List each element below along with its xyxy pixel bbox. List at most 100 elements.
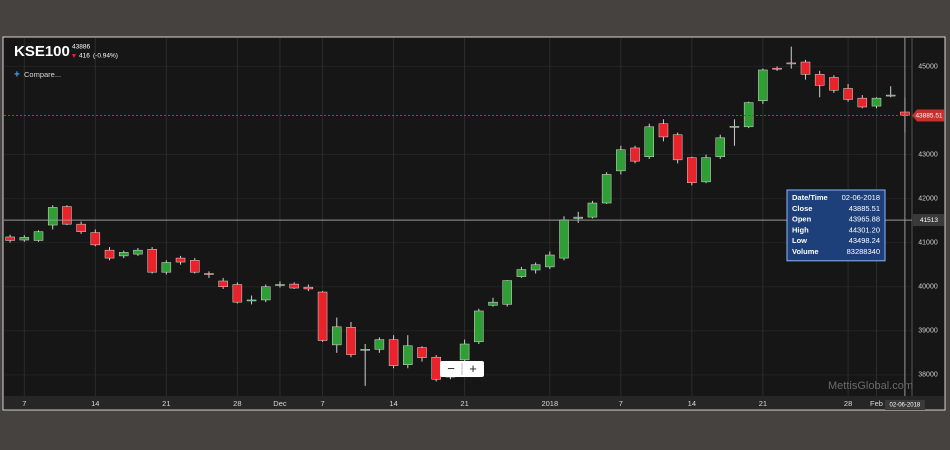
tooltip-value: 44301.20: [849, 225, 880, 234]
tooltip-value: 02-06-2018: [842, 193, 880, 202]
tooltip-value: 43885.51: [849, 204, 880, 213]
tooltip-label: Date/Time: [792, 193, 828, 202]
y-tick-label: 45000: [918, 63, 938, 70]
candle-body: [743, 102, 754, 128]
x-tick-label: 28: [233, 399, 241, 408]
candle-body: [616, 149, 626, 172]
candle-body: [19, 237, 30, 241]
candle-body: [729, 126, 740, 128]
candle-body: [204, 273, 214, 275]
compare-plus: +: [14, 70, 20, 81]
tooltip-label: High: [792, 225, 809, 234]
x-tick-label: 2018: [541, 399, 558, 408]
candle-body: [147, 249, 157, 273]
last-value: 43886: [72, 44, 90, 51]
candle-body: [786, 62, 797, 65]
candle-body: [104, 249, 115, 259]
candle-body: [715, 137, 726, 158]
y-tick-label: 43000: [918, 151, 938, 158]
crosshair-x-tag: [884, 400, 925, 410]
candle-body: [587, 202, 598, 218]
candle-body: [374, 339, 385, 350]
tooltip-value: 43965.88: [849, 215, 880, 224]
candle-body: [758, 69, 768, 102]
candle-body: [417, 347, 427, 358]
candle-body: [772, 67, 782, 70]
x-tick-label: 7: [619, 399, 623, 408]
compare-button[interactable]: Compare...: [24, 70, 61, 79]
y-tick-label: 42000: [918, 195, 938, 202]
overlay: 43885.51 41513 02-06-2018 Date/Time 02-06-20…: [4, 37, 944, 410]
zoom-out[interactable]: −: [447, 361, 455, 376]
candle-body: [47, 207, 58, 226]
crosshair-x-label: 02-06-2018: [890, 403, 921, 409]
candle-body: [658, 123, 669, 138]
candle-body: [687, 157, 697, 184]
candle-body: [275, 284, 285, 286]
current-price-label: 43885.51: [915, 112, 942, 119]
candle-body: [829, 77, 839, 91]
candle-body: [502, 280, 512, 305]
candle-body: [5, 236, 15, 241]
candle-body: [360, 349, 370, 351]
candle-body: [33, 231, 44, 241]
candle-body: [857, 97, 868, 108]
candle-body: [62, 206, 72, 225]
candle-body: [885, 94, 896, 97]
tooltip-label: Low: [792, 236, 807, 245]
candle-body: [672, 134, 683, 161]
candle-body: [388, 339, 399, 366]
candle-body: [289, 283, 299, 289]
y-tick-label: 41000: [918, 240, 938, 247]
x-tick-label: Feb: [870, 399, 883, 408]
down-arrow: [72, 54, 76, 58]
candle-body: [90, 232, 101, 246]
crosshair-y-label: 41513: [920, 217, 938, 224]
candle-body: [516, 269, 527, 277]
candle-body: [474, 310, 484, 343]
candle-body: [76, 223, 86, 232]
x-tick-label: 14: [389, 399, 397, 408]
candle-body: [601, 174, 612, 204]
grid: 38000 39000 40000 41000 42000 43000 45000 7 14 21…: [4, 37, 938, 408]
x-tick-label: Dec: [273, 399, 287, 408]
change: 416: [79, 53, 90, 60]
tooltip-value: 43498.24: [849, 236, 880, 245]
x-tick-label: 21: [162, 399, 170, 408]
crosshair-y-tag: [913, 214, 944, 227]
candle-body: [317, 291, 328, 341]
x-tick-label: 21: [460, 399, 468, 408]
candle-body: [545, 254, 555, 268]
zoom-in[interactable]: +: [469, 361, 477, 376]
x-tick-label: 14: [91, 399, 99, 408]
candle-body: [403, 345, 413, 365]
tooltip-label: Close: [792, 204, 812, 213]
candle-body: [189, 260, 200, 273]
x-axis-strip: [4, 396, 944, 409]
candle-body: [814, 74, 825, 86]
candle-body: [133, 249, 143, 255]
candle-body: [332, 326, 342, 346]
candle-body: [644, 126, 654, 158]
x-tick-label: 21: [759, 399, 767, 408]
y-tick-label: 38000: [918, 372, 938, 379]
candle-body: [303, 286, 314, 290]
watermark: MettisGlobal.com: [828, 380, 913, 392]
candle-body: [800, 61, 811, 75]
candle-body: [246, 299, 257, 302]
candles: [5, 46, 910, 386]
candle-body: [843, 88, 853, 100]
candle-body: [261, 286, 271, 301]
change-pct: (-0.94%): [93, 53, 118, 60]
tooltip-box: [786, 189, 886, 262]
x-tick-label: 7: [320, 399, 324, 408]
tooltip-label: Open: [792, 215, 812, 224]
candle-body: [701, 157, 711, 183]
x-tick-label: 28: [844, 399, 852, 408]
candle-body: [118, 252, 129, 257]
candle-body: [559, 219, 569, 259]
candle-body: [488, 301, 498, 306]
candle-body: [871, 97, 882, 107]
tooltip-value: 83288340: [847, 247, 880, 256]
